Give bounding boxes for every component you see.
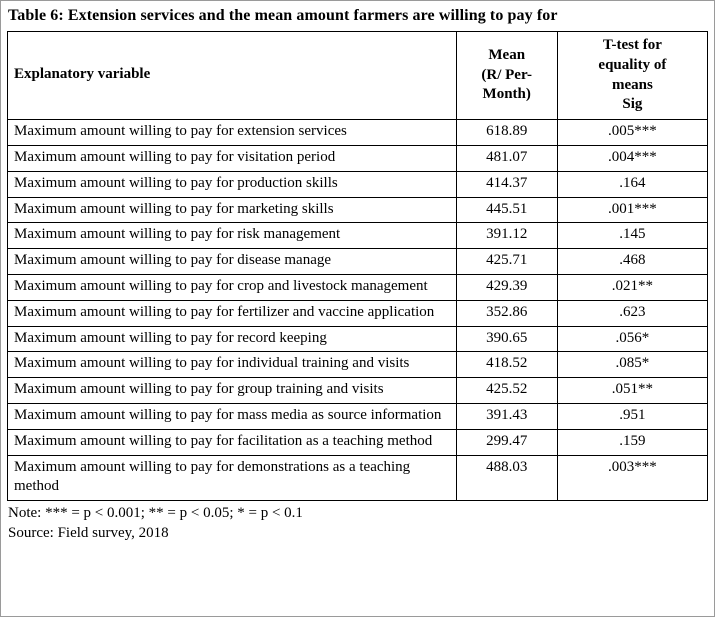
table-row: Maximum amount willing to pay for crop a… (7, 273, 709, 301)
cell-variable: Maximum amount willing to pay for demons… (7, 454, 457, 502)
cell-mean: 425.52 (455, 377, 558, 404)
cell-mean: 390.65 (455, 325, 558, 353)
cell-sig: .164 (556, 170, 709, 198)
cell-mean: 425.71 (455, 248, 558, 275)
table-row: Maximum amount willing to pay for indivi… (7, 351, 709, 379)
source-note: Source: Field survey, 2018 (8, 525, 169, 542)
cell-sig: .085* (556, 351, 709, 379)
cell-sig: .468 (556, 248, 709, 275)
cell-sig: .623 (556, 299, 709, 327)
cell-variable: Maximum amount willing to pay for risk m… (7, 222, 457, 250)
table-title: Table 6: Extension services and the mean… (8, 7, 558, 24)
cell-mean: 445.51 (455, 196, 558, 224)
cell-mean: 391.43 (455, 402, 558, 430)
cell-sig: .003*** (556, 454, 709, 502)
table-row: Maximum amount willing to pay for group … (7, 377, 709, 404)
table-row: Maximum amount willing to pay for fertil… (7, 299, 709, 327)
cell-sig: .001*** (556, 196, 709, 224)
cell-variable: Maximum amount willing to pay for indivi… (7, 351, 457, 379)
cell-mean: 429.39 (455, 273, 558, 301)
cell-sig: .159 (556, 428, 709, 456)
cell-mean: 299.47 (455, 428, 558, 456)
cell-variable: Maximum amount willing to pay for group … (7, 377, 457, 404)
cell-mean: 418.52 (455, 351, 558, 379)
cell-variable: Maximum amount willing to pay for facili… (7, 428, 457, 456)
cell-variable: Maximum amount willing to pay for fertil… (7, 299, 457, 327)
cell-variable: Maximum amount willing to pay for diseas… (7, 248, 457, 275)
cell-mean: 391.12 (455, 222, 558, 250)
table-row: Maximum amount willing to pay for demons… (7, 454, 709, 502)
cell-mean: 618.89 (455, 119, 558, 146)
header-mean: Mean (R/ Per- Month) (455, 30, 558, 121)
cell-variable: Maximum amount willing to pay for produc… (7, 170, 457, 198)
cell-sig: .004*** (556, 144, 709, 172)
table-row: Maximum amount willing to pay for visita… (7, 144, 709, 172)
table-row: Maximum amount willing to pay for produc… (7, 170, 709, 198)
table-row: Maximum amount willing to pay for market… (7, 196, 709, 224)
cell-variable: Maximum amount willing to pay for extens… (7, 119, 457, 146)
table-row: Maximum amount willing to pay for extens… (7, 119, 709, 146)
cell-sig: .951 (556, 402, 709, 430)
cell-variable: Maximum amount willing to pay for visita… (7, 144, 457, 172)
table-row: Maximum amount willing to pay for facili… (7, 428, 709, 456)
cell-sig: .051** (556, 377, 709, 404)
cell-variable: Maximum amount willing to pay for market… (7, 196, 457, 224)
table-header-row: Explanatory variable Mean (R/ Per- Month… (7, 30, 709, 121)
cell-sig: .056* (556, 325, 709, 353)
cell-variable: Maximum amount willing to pay for record… (7, 325, 457, 353)
table-row: Maximum amount willing to pay for mass m… (7, 402, 709, 430)
table-row: Maximum amount willing to pay for record… (7, 325, 709, 353)
cell-sig: .145 (556, 222, 709, 250)
cell-variable: Maximum amount willing to pay for mass m… (7, 402, 457, 430)
cell-variable: Maximum amount willing to pay for crop a… (7, 273, 457, 301)
cell-mean: 352.86 (455, 299, 558, 327)
cell-sig: .005*** (556, 119, 709, 146)
cell-mean: 414.37 (455, 170, 558, 198)
cell-mean: 488.03 (455, 454, 558, 502)
table-row: Maximum amount willing to pay for risk m… (7, 222, 709, 250)
results-table: Explanatory variable Mean (R/ Per- Month… (7, 30, 709, 502)
header-sig: T-test for equality of means Sig (556, 30, 709, 121)
header-explanatory-variable: Explanatory variable (7, 30, 457, 121)
table-notes: Note: *** = p < 0.001; ** = p < 0.05; * … (7, 501, 708, 544)
cell-sig: .021** (556, 273, 709, 301)
significance-note: Note: *** = p < 0.001; ** = p < 0.05; * … (8, 505, 303, 522)
table-row: Maximum amount willing to pay for diseas… (7, 248, 709, 275)
cell-mean: 481.07 (455, 144, 558, 172)
